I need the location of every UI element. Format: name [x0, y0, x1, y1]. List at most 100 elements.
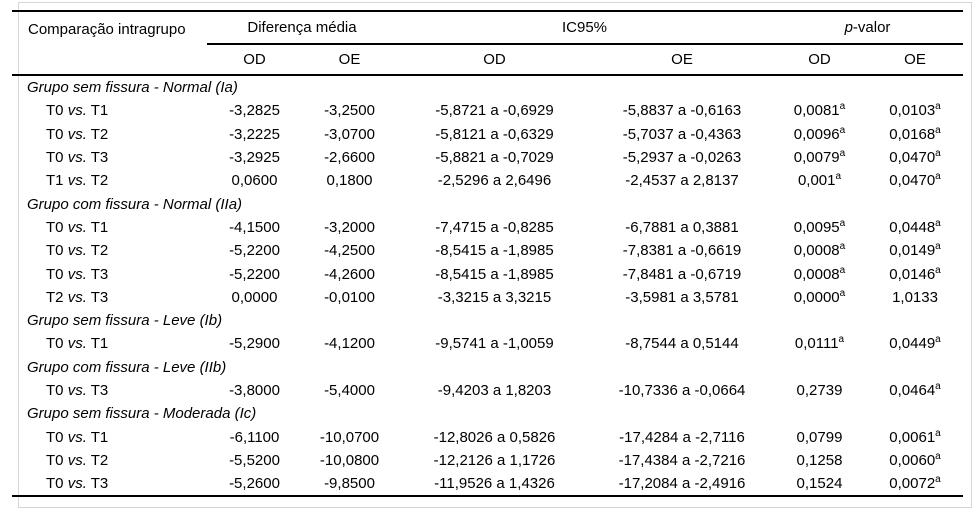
mean-diff-oe-cell: -4,2500: [324, 242, 375, 260]
data-row: T0 vs. T2 -5,5200 -10,0800 -12,2126 a 1,172…: [12, 449, 963, 472]
data-row: T0 vs. T2 -3,2225 -3,0700 -5,8121 a -0,6329…: [12, 123, 963, 146]
ci95-od-cell: -9,4203 a 1,8203: [437, 382, 552, 399]
comparison-left: T0: [46, 428, 68, 446]
header-group-pvalue: p-valor: [772, 11, 964, 45]
mean-diff-oe-cell: -5,4000: [324, 382, 375, 399]
section-title: Grupo com fissura - Normal (IIa): [27, 195, 243, 213]
pvalue-oe-cell: 0,0470a: [889, 148, 941, 167]
comparison-left: T0: [46, 265, 68, 283]
header-group-pvalue-label: -valor: [852, 19, 891, 36]
comparison-cell: T0 vs. T2: [12, 123, 207, 146]
section-title: Grupo sem fissura - Normal (Ia): [27, 79, 238, 97]
significance-marker: a: [935, 450, 941, 462]
significance-marker: a: [935, 241, 941, 253]
mean-diff-oe-cell: -10,0700: [319, 428, 380, 446]
significance-marker: a: [935, 264, 941, 276]
section-title: Grupo com fissura - Leve (IIb): [27, 358, 227, 376]
ci95-oe-cell: -7,8381 a -0,6619: [622, 242, 742, 260]
mean-diff-od-cell: -5,2900: [229, 335, 280, 353]
ci95-od-cell: -5,8721 a -0,6929: [435, 102, 554, 120]
vs-label: vs.: [67, 172, 87, 190]
subheader-p-oe: OE: [867, 44, 964, 76]
header-group-mean-difference-label: Diferença média: [247, 19, 357, 36]
significance-marker: a: [935, 148, 941, 160]
comparison-left: T0: [46, 149, 68, 167]
ci95-oe-cell: -17,2084 a -2,4916: [618, 475, 746, 493]
vs-label: vs.: [67, 149, 87, 167]
pvalue-od-cell: 0,1524: [796, 475, 843, 493]
comparison-right: T3: [86, 265, 109, 283]
mean-diff-oe-cell: -4,2600: [324, 265, 375, 283]
mean-diff-od-cell: -5,5200: [229, 451, 280, 469]
vs-label: vs.: [67, 125, 87, 143]
comparison-right: T3: [86, 288, 109, 306]
pvalue-oe-cell: 0,0449a: [889, 334, 941, 353]
comparison-cell: T0 vs. T1: [12, 332, 207, 355]
ci95-oe-cell: -17,4284 a -2,7116: [619, 428, 745, 446]
comparison-left: T0: [46, 125, 68, 143]
vs-label: vs.: [67, 242, 87, 260]
comparison-cell: T2 vs. T3: [12, 286, 207, 309]
data-row: T0 vs. T1 -5,2900 -4,1200 -9,5741 a -1,0059…: [12, 332, 963, 355]
data-row: T0 vs. T2 -5,2200 -4,2500 -8,5415 a -1,8985…: [12, 239, 963, 262]
pvalue-od-cell: 0,2739: [796, 382, 843, 399]
mean-diff-od-cell: -3,2825: [229, 102, 280, 120]
pvalue-oe-cell: 0,0168a: [889, 124, 941, 143]
comparison-right: T1: [86, 428, 109, 446]
comparison-cell: T0 vs. T3: [12, 262, 207, 285]
pvalue-oe-cell: 0,0146a: [889, 264, 941, 283]
significance-marker: a: [839, 264, 846, 276]
comparison-left: T0: [46, 475, 68, 493]
data-row: T0 vs. T3 -5,2200 -4,2600 -8,5415 a -1,8985…: [12, 262, 963, 285]
pvalue-od-cell: 0,0008a: [793, 241, 846, 260]
pvalue-oe-cell: 0,0072a: [889, 474, 941, 493]
mean-diff-oe-cell: -9,8500: [324, 475, 375, 493]
significance-marker: a: [935, 474, 941, 486]
header-comparison: Comparação intragrupo: [12, 11, 207, 76]
subheader-dm-od: OD: [207, 44, 302, 76]
comparison-right: T3: [86, 475, 109, 493]
ci95-oe-cell: -5,7037 a -0,4363: [622, 125, 742, 143]
pvalue-od-cell: 0,001a: [797, 171, 842, 190]
pvalue-oe-cell: 0,0448a: [889, 217, 941, 236]
ci95-oe-cell: -5,8837 a -0,6163: [622, 102, 742, 120]
comparison-right: T2: [86, 125, 109, 143]
ci95-od-cell: -12,2126 a 1,1726: [433, 451, 556, 469]
comparison-cell: T0 vs. T1: [12, 99, 207, 122]
significance-marker: a: [839, 101, 846, 113]
comparison-right: T2: [86, 172, 109, 190]
comparison-right: T2: [86, 451, 109, 469]
significance-marker: a: [839, 124, 846, 136]
significance-marker: a: [839, 241, 846, 253]
pvalue-oe-cell: 1,0133: [892, 288, 938, 306]
pvalue-oe-cell: 0,0103a: [889, 101, 941, 120]
pvalue-oe-cell: 0,0470a: [889, 171, 941, 190]
ci95-oe-cell: -10,7336 a -0,0664: [618, 382, 746, 399]
comparison-right: T2: [86, 242, 109, 260]
comparison-cell: T0 vs. T1: [12, 425, 207, 448]
ci95-oe-cell: -7,8481 a -0,6719: [622, 265, 742, 283]
ci95-oe-cell: -17,4384 a -2,7216: [618, 451, 746, 469]
mean-diff-od-cell: -5,2200: [229, 242, 280, 260]
pvalue-oe-cell: 0,0061a: [889, 427, 941, 446]
subheader-dm-oe: OE: [302, 44, 397, 76]
mean-diff-od-cell: -5,2200: [229, 265, 280, 283]
header-group-mean-difference: Diferença média: [207, 11, 397, 45]
mean-diff-od-cell: -6,1100: [229, 428, 280, 446]
mean-diff-oe-cell: -3,2500: [324, 102, 375, 120]
vs-label: vs.: [67, 451, 87, 469]
vs-label: vs.: [67, 382, 87, 399]
header-sub-row: OD OE OD OE OD OE: [12, 44, 964, 76]
comparison-left: T0: [46, 218, 68, 236]
significance-marker: a: [935, 124, 941, 136]
vs-label: vs.: [67, 428, 87, 446]
pvalue-od-cell: 0,0096a: [793, 124, 846, 143]
mean-diff-oe-cell: -10,0800: [319, 451, 380, 469]
section-title: Grupo sem fissura - Moderada (Ic): [27, 405, 257, 423]
significance-marker: a: [935, 381, 941, 392]
pvalue-od-cell: 0,0000a: [793, 287, 846, 306]
comparison-left: T0: [46, 102, 68, 120]
ci95-od-cell: -2,5296 a 2,6496: [437, 172, 552, 190]
ci95-oe-cell: -2,4537 a 2,8137: [625, 172, 739, 190]
header-group-row: Comparação intragrupo Diferença média IC…: [12, 11, 964, 76]
